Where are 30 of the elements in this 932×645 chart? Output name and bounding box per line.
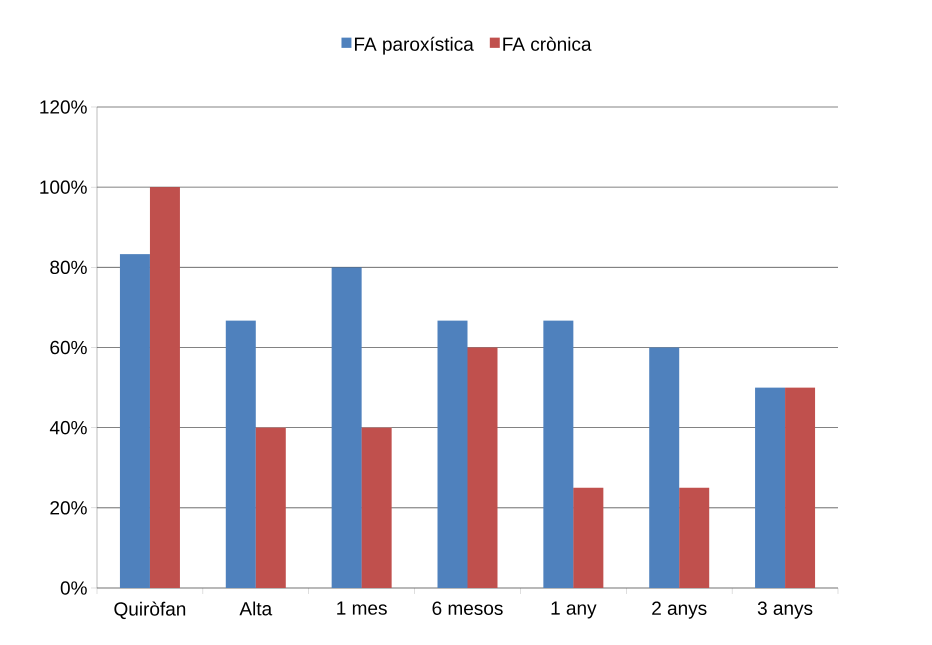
x-tick-label: 3 anys [758,602,812,619]
x-tick-label: Alta [239,602,272,616]
bar [679,488,710,588]
bar [543,320,574,588]
bar [573,488,604,588]
x-tick-label: Quiròfan [114,602,186,620]
y-tick-label: 60% [50,340,87,354]
bar [150,187,180,588]
y-tick-label: 40% [50,420,87,434]
bar [785,388,816,588]
x-tick-label: 1 mes [337,602,387,615]
y-tick-label: 100% [40,180,87,194]
legend-label: FA crònica [503,36,592,51]
y-tick-label: 80% [50,260,87,274]
y-tick-label: 20% [50,501,87,515]
bar [120,254,150,588]
bar [256,428,286,588]
legend-label: FA paroxística [354,36,474,55]
x-tick-label: 6 mesos [432,602,503,615]
bar [438,320,468,588]
bar [755,388,786,588]
bar [362,428,392,588]
bar [226,320,256,588]
y-tick-label: 0% [60,581,87,595]
x-tick-label: 1 any [552,602,597,619]
x-tick-label: 2 anys [652,602,706,619]
bar [468,347,498,588]
y-tick-label: 120% [40,100,87,114]
bar [649,347,680,588]
bar [332,267,362,588]
